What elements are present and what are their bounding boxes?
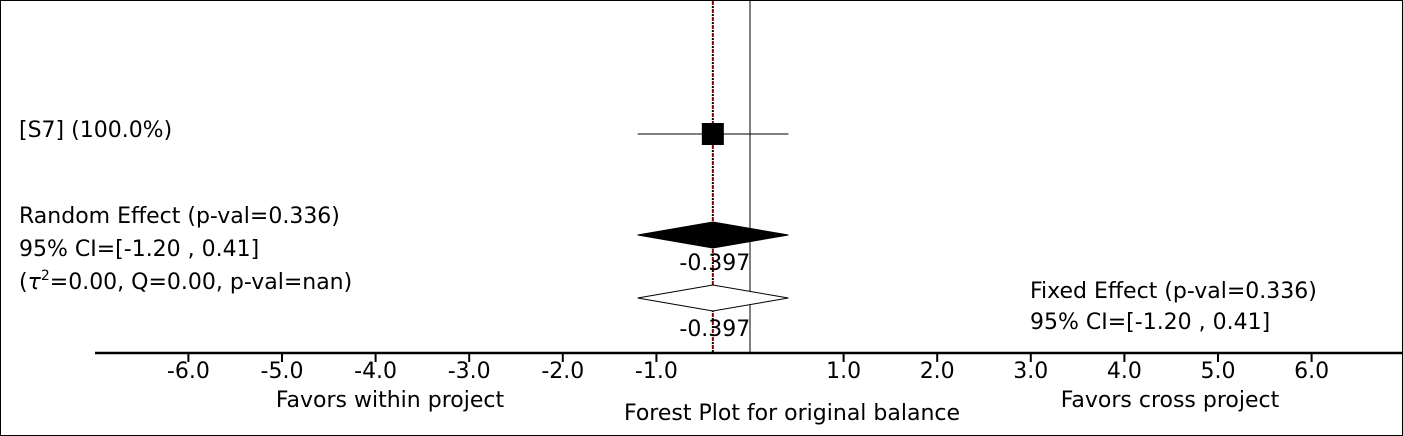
fixed-effect-diamond [637, 284, 789, 312]
x-tick-label: 1.0 [826, 359, 861, 384]
x-tick-label: 6.0 [1294, 359, 1329, 384]
x-tick-label: -3.0 [448, 359, 491, 384]
x-tick-label: -6.0 [167, 359, 210, 384]
favors-left-label: Favors within project [276, 388, 505, 413]
x-tick-label: -2.0 [541, 359, 584, 384]
fixed-effect-ci: 95% CI=[-1.20 , 0.41] [1030, 310, 1270, 335]
x-tick-label: 2.0 [920, 359, 955, 384]
random-effect-value: -0.397 [679, 251, 750, 276]
x-tick-label: 5.0 [1201, 359, 1236, 384]
x-tick-label: 4.0 [1107, 359, 1142, 384]
favors-right-label: Favors cross project [1061, 388, 1280, 413]
fixed-effect-title: Fixed Effect (p-val=0.336) [1030, 279, 1317, 304]
random-effect-heterogeneity: (τ2=0.00, Q=0.00, p-val=nan) [19, 268, 352, 295]
random-effect-ci: 95% CI=[-1.20 , 0.41] [19, 237, 259, 262]
fixed-effect-value: -0.397 [679, 317, 750, 342]
x-tick-label: 3.0 [1013, 359, 1048, 384]
random-effect-diamond [637, 221, 789, 249]
random-effect-title: Random Effect (p-val=0.336) [19, 204, 340, 229]
x-axis-ticks: -6.0 -5.0 -4.0 -3.0 -2.0 -1.0 1.0 2.0 3.0 4.0 5.0 6… [167, 353, 1329, 384]
study-effect-marker [701, 123, 724, 145]
chart-title: Forest Plot for original balance [624, 401, 960, 426]
x-tick-label: -1.0 [635, 359, 678, 384]
x-tick-label: -4.0 [354, 359, 397, 384]
x-tick-label: -5.0 [261, 359, 304, 384]
study-label: [S7] (100.0%) [19, 118, 172, 143]
